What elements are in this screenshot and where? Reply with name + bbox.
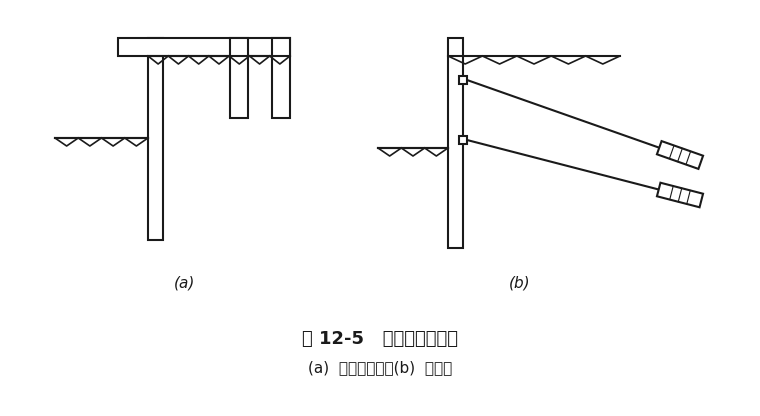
Bar [448,38,463,248]
Bar [118,38,290,56]
Text: (a): (a) [174,276,195,291]
Bar [230,38,248,118]
Polygon shape [657,183,703,207]
Polygon shape [657,141,703,169]
Bar [272,38,290,118]
Bar [459,76,467,84]
Text: (b): (b) [509,276,530,291]
Text: 图 12-5   拉锁式支护结构: 图 12-5 拉锁式支护结构 [302,330,458,348]
Bar [459,136,467,144]
Text: (a)  地面拉锁式；(b)  锁杆式: (a) 地面拉锁式；(b) 锁杆式 [308,360,452,375]
Bar [148,38,163,240]
